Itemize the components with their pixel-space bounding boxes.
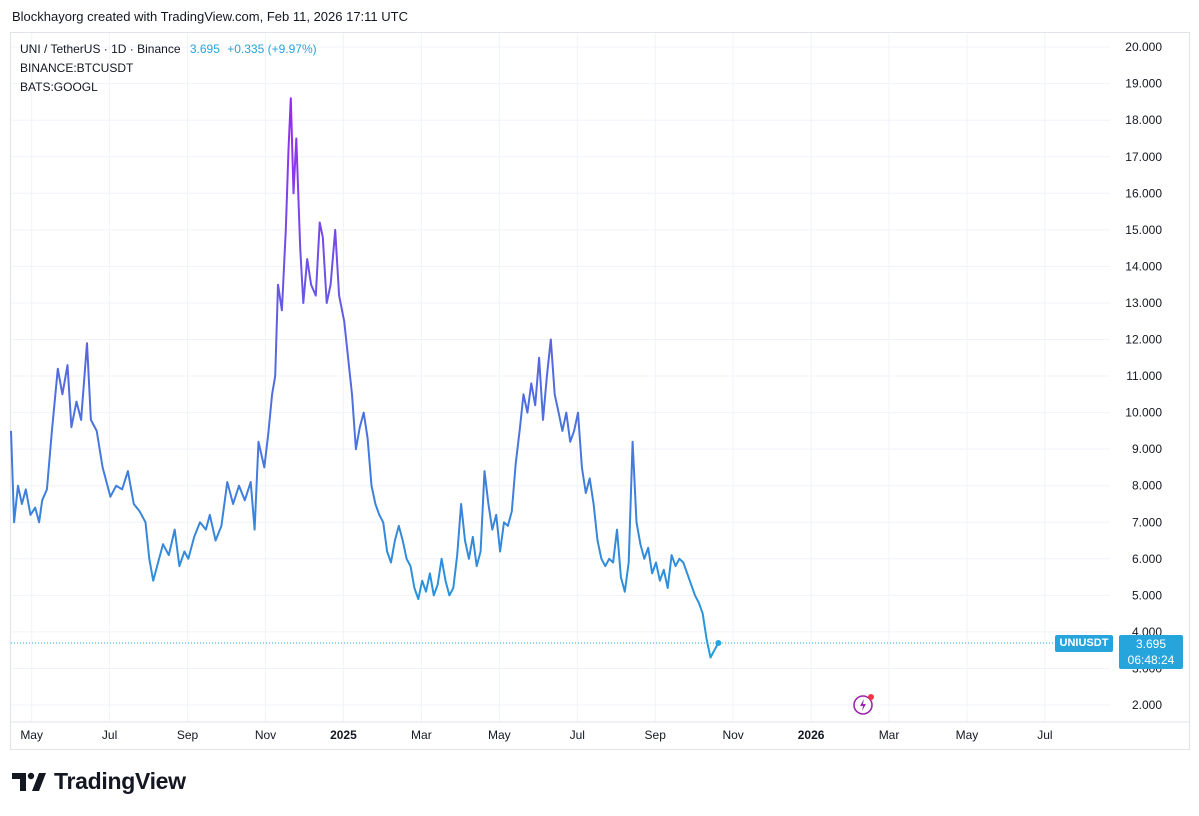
y-tick-label: 5.000 — [1132, 588, 1162, 602]
chart-frame — [10, 32, 1190, 750]
x-tick-label: Sep — [645, 728, 667, 742]
x-tick-label: 2025 — [330, 728, 357, 742]
chart-legend: UNI / TetherUS · 1D · Binance 3.695 +0.3… — [20, 40, 317, 97]
tradingview-logo-icon — [12, 772, 46, 791]
legend-compare-btc[interactable]: BINANCE:BTCUSDT — [20, 61, 134, 75]
brand-wordmark: TradingView — [54, 768, 186, 794]
x-tick-label: Nov — [255, 728, 276, 742]
lightning-icon[interactable] — [852, 692, 876, 716]
y-tick-label: 17.000 — [1125, 150, 1162, 164]
series-line-uniusdt[interactable] — [10, 97, 720, 659]
x-tick-label: 2026 — [798, 728, 825, 742]
legend-change: +0.335 (+9.97%) — [227, 42, 317, 56]
y-tick-label: 16.000 — [1125, 186, 1162, 200]
y-tick-label: 2.000 — [1132, 698, 1162, 712]
y-axis: 2.0003.0004.0005.0006.0007.0008.0009.000… — [1125, 40, 1162, 712]
legend-last-price: 3.695 — [189, 42, 220, 56]
legend-main-row[interactable]: UNI / TetherUS · 1D · Binance 3.695 +0.3… — [20, 40, 317, 59]
y-tick-label: 15.000 — [1125, 223, 1162, 237]
x-tick-label: Mar — [411, 728, 432, 742]
y-tick-label: 6.000 — [1132, 552, 1162, 566]
x-tick-label: May — [20, 728, 43, 742]
x-axis: May Jul Sep Nov 2025 Mar May Jul Sep Nov 2026 Mar Ma… — [11, 721, 1189, 742]
y-tick-label: 9.000 — [1132, 442, 1162, 456]
y-tick-label: 18.000 — [1125, 113, 1162, 127]
y-tick-label: 19.000 — [1125, 77, 1162, 91]
symbol-price-label: UNIUSDT — [1055, 635, 1113, 652]
tradingview-logo[interactable]: TradingView — [12, 768, 186, 795]
y-tick-label: 14.000 — [1125, 259, 1162, 273]
x-tick-label: Sep — [177, 728, 199, 742]
x-tick-label: Mar — [879, 728, 900, 742]
price-axis-label: 3.695 06:48:24 — [1119, 635, 1183, 669]
price-axis-value: 3.695 — [1135, 637, 1167, 651]
grid-layer — [11, 33, 1110, 722]
y-tick-label: 12.000 — [1125, 333, 1162, 347]
last-price-marker[interactable] — [715, 640, 722, 647]
y-tick-label: 20.000 — [1125, 40, 1162, 54]
legend-compare-googl[interactable]: BATS:GOOGL — [20, 80, 98, 94]
x-tick-label: Jul — [570, 728, 585, 742]
x-tick-label: Nov — [722, 728, 743, 742]
x-tick-label: Jul — [102, 728, 117, 742]
y-tick-label: 13.000 — [1125, 296, 1162, 310]
x-tick-label: May — [956, 728, 979, 742]
x-tick-label: May — [488, 728, 511, 742]
y-tick-label: 8.000 — [1132, 479, 1162, 493]
x-tick-label: Jul — [1037, 728, 1052, 742]
y-tick-label: 11.000 — [1126, 369, 1162, 383]
y-tick-label: 7.000 — [1132, 515, 1162, 529]
legend-symbol: UNI / TetherUS · 1D · Binance — [20, 42, 181, 56]
y-tick-label: 10.000 — [1125, 406, 1162, 420]
attribution-text: Blockhayorg created with TradingView.com… — [12, 9, 408, 24]
bar-countdown: 06:48:24 — [1127, 653, 1175, 667]
